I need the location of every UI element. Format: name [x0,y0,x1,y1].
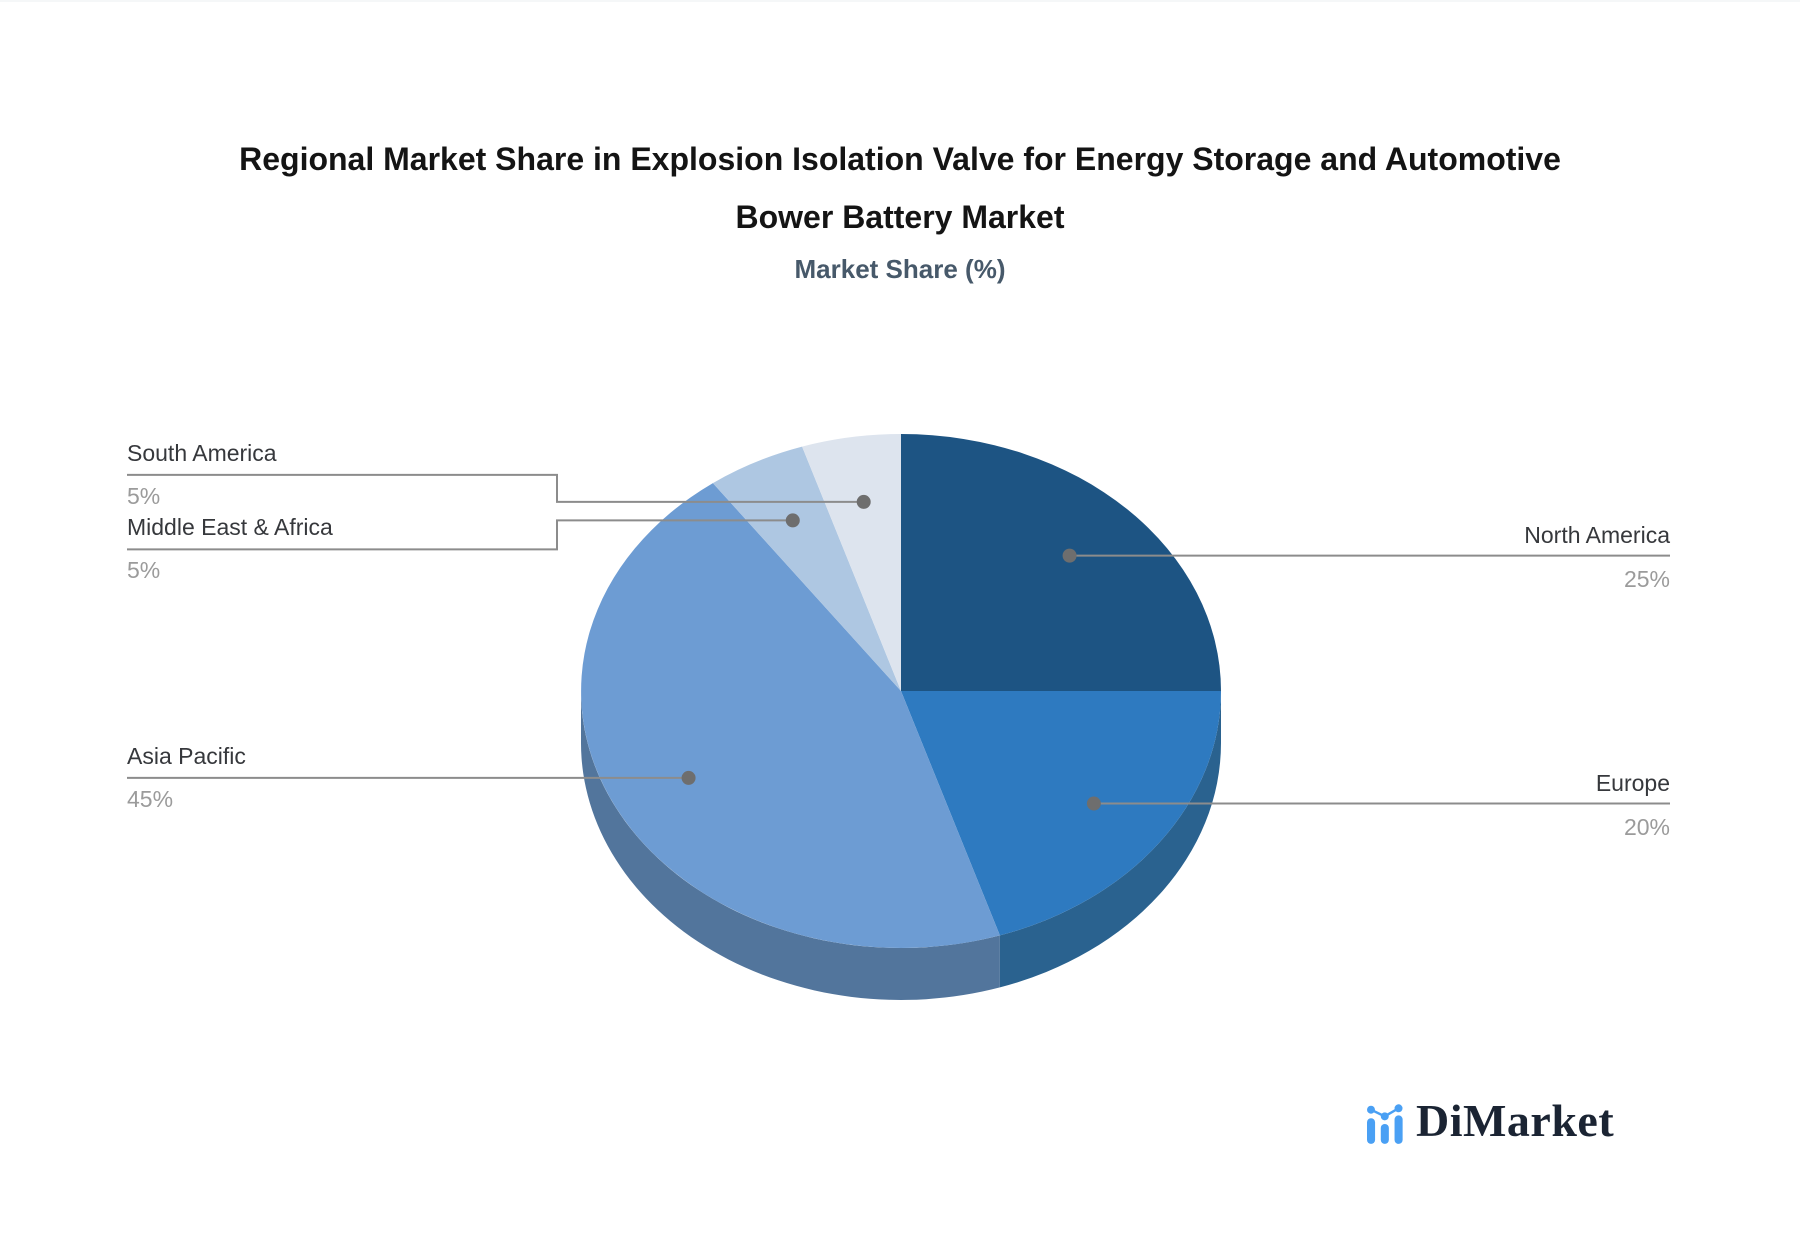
slice-label-south-america: South America [127,440,277,466]
brand-logo-text: DiMarket [1416,1095,1615,1146]
slice-value-south-america: 5% [127,483,161,509]
label-connector-dot-europe [1086,796,1101,811]
slice-label-middle-east-africa: Middle East & Africa [127,514,333,540]
slice-value-middle-east-africa: 5% [127,557,161,583]
slice-value-asia-pacific: 45% [127,786,174,812]
chart-title: Regional Market Share in Explosion Isola… [0,130,1800,246]
chart-title-line1: Regional Market Share in Explosion Isola… [239,141,1561,177]
label-connector-south-america [127,473,864,503]
label-connector-dot-south-america [856,494,871,509]
pie-slice-side-asia-pacific [581,691,1000,1000]
pie-slice-middle-east-africa [712,446,901,691]
slice-label-europe: Europe [1595,770,1670,796]
pie-slice-south-america [802,434,901,691]
pie-slice-north-america [901,434,1221,691]
brand-logo: DiMarket [1367,1098,1614,1144]
pie-slice-asia-pacific [581,483,1000,948]
label-connector-dot-asia-pacific [681,770,696,785]
label-connector-middle-east-africa [127,519,793,551]
slice-value-europe: 20% [1623,814,1670,840]
label-connector-dot-middle-east-africa [785,513,800,528]
label-connector-dot-north-america [1062,548,1077,563]
chart-subtitle: Market Share (%) [794,254,1006,284]
bar-chart-logo-icon [1367,1104,1403,1144]
pie-slice-europe [901,691,1221,936]
slice-label-north-america: North America [1524,522,1670,548]
pie-slice-side-europe [999,691,1221,988]
slice-value-north-america: 25% [1623,566,1670,592]
slice-label-asia-pacific: Asia Pacific [127,743,246,769]
chart-title-line2: Bower Battery Market [735,199,1065,235]
